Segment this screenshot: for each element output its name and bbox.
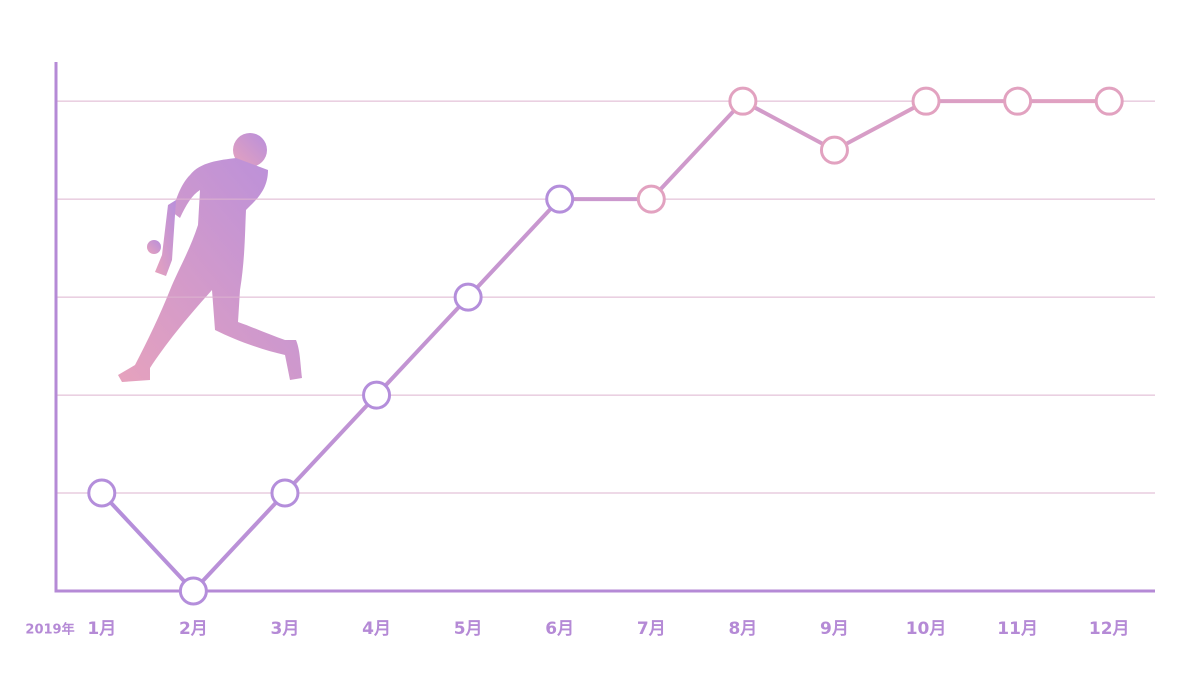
x-tick-label: 12月 [1089,619,1130,639]
x-tick-label: 5月 [454,619,483,639]
data-point [1003,86,1033,116]
x-tick-label: 1月 [87,619,116,639]
data-line [100,99,1110,593]
data-point [178,576,208,606]
x-tick-label: 10月 [906,619,947,639]
data-point [362,380,392,410]
data-point [911,86,941,116]
x-tick-label: 6月 [545,619,574,639]
batter-silhouette [118,133,302,382]
x-tick-label: 9月 [820,619,849,639]
data-point [728,86,758,116]
x-tick-label: 8月 [728,619,757,639]
data-point [545,184,575,214]
data-point [453,282,483,312]
year-label: 2019年 [25,622,74,638]
data-point [636,184,666,214]
data-point [819,135,849,165]
x-tick-label: 4月 [362,619,391,639]
x-tick-label: 2月 [179,619,208,639]
x-tick-label: 3月 [271,619,300,639]
data-point [1094,86,1124,116]
x-tick-label: 7月 [637,619,666,639]
data-point [87,478,117,508]
data-point [270,478,300,508]
x-tick-label: 11月 [997,619,1038,639]
